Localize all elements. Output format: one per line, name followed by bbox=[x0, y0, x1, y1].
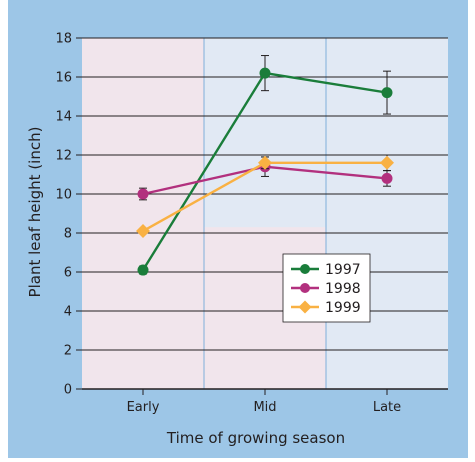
y-axis-title: Plant leaf height (inch) bbox=[26, 127, 44, 298]
legend-item-1998: 1998 bbox=[291, 281, 361, 297]
y-tick-label: 6 bbox=[64, 266, 72, 281]
y-tick-label: 2 bbox=[64, 344, 72, 359]
data-point-1999 bbox=[380, 155, 394, 170]
legend-swatch-marker bbox=[300, 264, 310, 274]
legend: 1997 1998 1999 bbox=[282, 253, 371, 323]
y-tick-label: 18 bbox=[55, 32, 72, 47]
data-point-1998 bbox=[137, 188, 149, 200]
data-point-1997 bbox=[137, 264, 149, 276]
y-tick-label: 16 bbox=[55, 71, 72, 86]
legend-item-1999: 1999 bbox=[291, 300, 361, 316]
y-tick-label: 0 bbox=[64, 383, 72, 398]
y-tick-label: 14 bbox=[55, 110, 72, 125]
x-axis-title: Time of growing season bbox=[166, 429, 345, 447]
y-tick-label: 8 bbox=[64, 227, 72, 242]
legend-label: 1999 bbox=[325, 300, 361, 316]
x-tick-label: Late bbox=[373, 400, 401, 415]
series-1997 bbox=[137, 55, 393, 276]
data-point-1999 bbox=[258, 155, 272, 170]
y-tick-label: 4 bbox=[64, 305, 72, 320]
data-point-1998 bbox=[381, 172, 393, 184]
legend-swatch-marker bbox=[298, 300, 312, 314]
series-1999 bbox=[136, 154, 394, 239]
x-tick-label: Mid bbox=[253, 400, 276, 415]
series-layer bbox=[136, 55, 394, 276]
data-point-1997 bbox=[259, 67, 271, 79]
x-tick-label: Early bbox=[127, 400, 160, 415]
y-tick-labels: 0 2 4 6 8 10 12 14 16 18 bbox=[55, 32, 72, 398]
legend-label: 1997 bbox=[325, 262, 361, 278]
data-point-1999 bbox=[136, 224, 150, 239]
legend-swatch-marker bbox=[300, 283, 310, 293]
data-point-1997 bbox=[381, 87, 393, 99]
y-tick-label: 10 bbox=[55, 188, 72, 203]
legend-item-1997: 1997 bbox=[291, 262, 361, 278]
legend-label: 1998 bbox=[325, 281, 361, 297]
x-tick-labels: Early Mid Late bbox=[127, 400, 402, 415]
panel-early bbox=[82, 38, 204, 389]
y-tick-label: 12 bbox=[55, 149, 72, 164]
